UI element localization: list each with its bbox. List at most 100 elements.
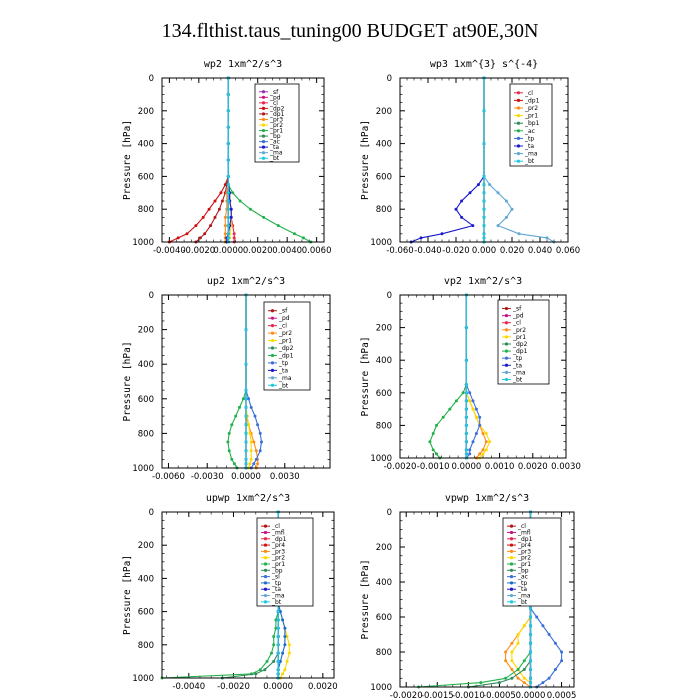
x-tick-label: -0.0040	[153, 246, 186, 256]
series-ma	[482, 76, 556, 244]
data-point	[185, 232, 189, 236]
legend-marker	[509, 537, 514, 541]
legend-marker	[504, 314, 509, 318]
data-point	[454, 207, 458, 211]
legend-label: _dp1	[524, 97, 540, 104]
data-point	[464, 448, 468, 452]
data-point	[468, 391, 472, 395]
plot-frame	[161, 294, 331, 469]
data-point	[226, 207, 230, 211]
x-tick-label: -0.0005	[483, 691, 516, 700]
legend-label: _bt	[278, 382, 289, 389]
legend-label: _dp2	[269, 105, 285, 112]
legend-label: _ma	[271, 593, 285, 600]
panel-title: vp2 1xm^2/s^3	[444, 276, 522, 287]
data-point	[229, 207, 233, 211]
data-point	[529, 624, 532, 628]
data-point	[522, 668, 526, 671]
data-point	[276, 672, 280, 676]
legend-marker	[516, 159, 521, 163]
data-point	[272, 635, 276, 638]
data-point	[541, 681, 545, 685]
data-point	[230, 457, 234, 461]
data-point	[474, 407, 478, 411]
panel-3: up2 1xm^2/s^3 Pressure [hPa] 0 200 400 600 800…	[122, 276, 331, 482]
data-point	[529, 668, 532, 671]
data-point	[471, 407, 475, 411]
legend-marker	[263, 530, 268, 535]
legend-label: _ma	[517, 593, 531, 600]
legend-marker	[504, 335, 509, 339]
data-point	[234, 414, 238, 418]
legend-marker	[516, 152, 521, 156]
y-tick-label: 400	[376, 140, 392, 150]
legend-marker	[516, 91, 521, 95]
data-point	[488, 440, 492, 444]
legend-label: _pr3	[517, 548, 531, 555]
data-point	[482, 236, 486, 240]
data-point	[478, 423, 482, 427]
data-point	[265, 659, 269, 663]
data-point	[244, 423, 248, 427]
legend-marker	[270, 361, 275, 365]
data-point	[479, 681, 483, 685]
data-point	[276, 224, 280, 228]
data-point	[247, 423, 251, 427]
legend-label: _mfl	[517, 529, 531, 536]
data-point	[504, 199, 508, 203]
legend-marker	[509, 575, 514, 579]
data-point	[226, 215, 230, 219]
legend-marker	[261, 95, 266, 99]
data-point	[263, 668, 267, 672]
data-point	[244, 362, 248, 366]
data-point	[464, 432, 468, 435]
data-point	[223, 224, 227, 228]
legend-label: _pr4	[517, 542, 531, 549]
data-point	[229, 215, 233, 219]
y-tick-label: 1000	[370, 683, 392, 693]
data-point	[468, 191, 472, 195]
legend-marker	[516, 106, 521, 110]
panel-4: vp2 1xm^2/s^3 Pressure [hPa] 0 200 400 600 800…	[360, 276, 581, 472]
data-point	[522, 676, 526, 680]
x-tick-label: 0.040	[528, 246, 552, 256]
y-axis-label: Pressure [hPa]	[122, 555, 133, 635]
y-tick-label: 0	[149, 508, 154, 518]
y-tick-label: 800	[376, 421, 392, 431]
data-point	[274, 618, 278, 622]
x-tick-label: 0.0030	[551, 462, 581, 472]
y-tick-label: 0	[149, 74, 154, 84]
data-point	[461, 391, 465, 395]
data-point	[471, 224, 475, 228]
data-point	[258, 668, 262, 672]
data-point	[247, 397, 251, 401]
legend-marker	[261, 101, 266, 105]
data-point	[249, 449, 253, 453]
data-point	[244, 431, 248, 435]
y-tick-label: 400	[376, 356, 392, 366]
data-point	[226, 109, 230, 113]
data-point	[276, 626, 280, 630]
data-point	[448, 407, 452, 411]
data-point	[252, 462, 256, 466]
series-dp1	[428, 293, 468, 460]
x-tick-label: 0.0000	[213, 246, 243, 256]
y-tick-label: 600	[376, 613, 392, 623]
data-point	[482, 199, 486, 203]
legend-label: _tp	[271, 580, 281, 587]
data-point	[510, 650, 514, 654]
data-point	[431, 432, 435, 435]
legend-marker	[509, 568, 514, 572]
data-point	[244, 388, 248, 392]
x-tick-label: -0.0020	[384, 462, 417, 472]
series-line	[429, 295, 467, 459]
legend-marker	[509, 530, 514, 535]
legend-label: _bt	[517, 599, 528, 606]
data-point	[431, 448, 435, 452]
y-tick-label: 1000	[132, 674, 154, 684]
data-point	[522, 681, 526, 685]
data-point	[504, 650, 508, 654]
data-point	[478, 452, 482, 456]
data-point	[272, 659, 276, 663]
data-point	[258, 431, 262, 435]
